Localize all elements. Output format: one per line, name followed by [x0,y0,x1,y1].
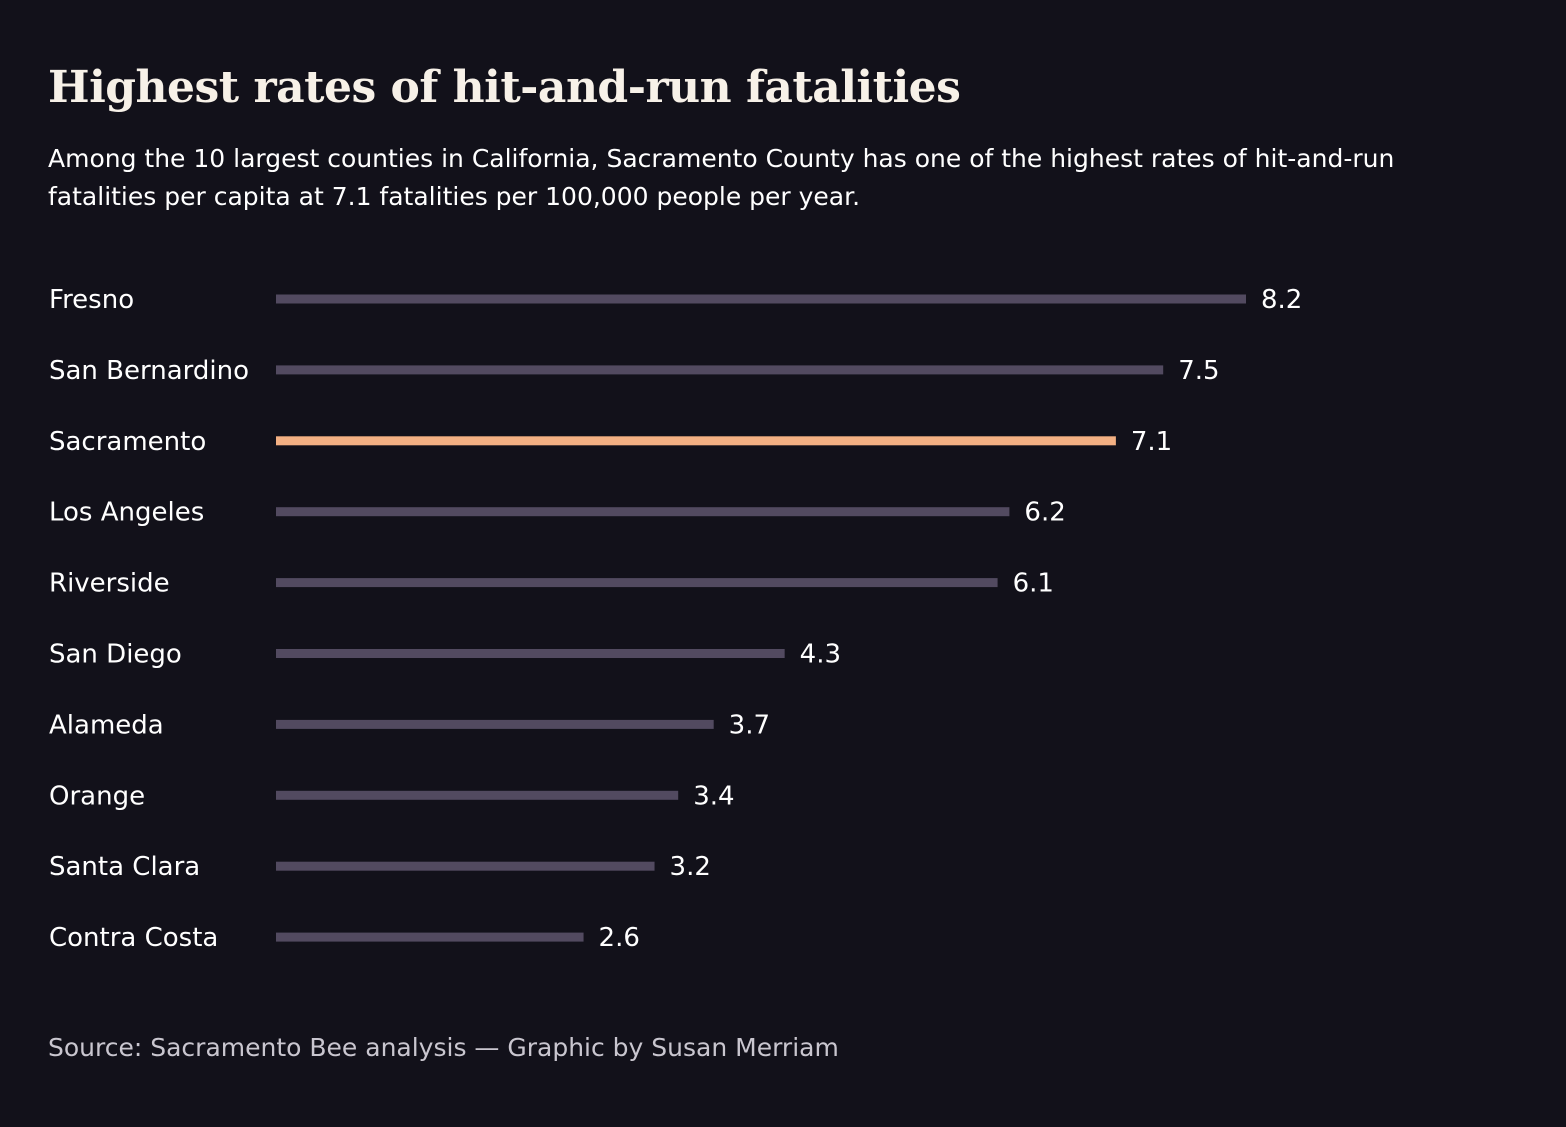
value-label: 2.6 [599,923,640,953]
bar-row: Contra Costa 2.6 [49,923,640,953]
bar [276,507,1010,517]
bar-row: San Bernardino 7.5 [49,356,1220,386]
bar [276,365,1164,375]
category-label: San Diego [49,640,182,670]
bar [276,578,998,588]
source-note: Source: Sacramento Bee analysis — Graphi… [48,1033,839,1062]
chart-subtitle: Among the 10 largest counties in Califor… [48,144,1395,211]
value-label: 7.5 [1178,356,1219,386]
category-label: Contra Costa [49,923,218,953]
bar-row: Orange 3.4 [49,781,735,811]
value-label: 3.2 [670,852,711,882]
bar-highlight [276,436,1116,446]
category-label: Fresno [49,285,134,315]
category-label: Riverside [49,569,170,599]
bar [276,719,714,729]
bar [276,790,679,800]
value-label: 8.2 [1261,285,1302,315]
bar-row: Alameda 3.7 [49,710,770,740]
category-label: San Bernardino [49,356,249,386]
bar-row: Santa Clara 3.2 [49,852,711,882]
bar-row: Sacramento 7.1 [49,427,1172,457]
bar-row: Riverside 6.1 [49,569,1054,599]
value-label: 4.3 [800,640,841,670]
bar [276,932,584,942]
value-label: 6.1 [1013,569,1054,599]
category-label: Orange [49,781,145,811]
category-label: Alameda [49,710,164,740]
bar-row: San Diego 4.3 [49,640,841,670]
category-label: Los Angeles [49,498,204,528]
bar-row: Los Angeles 6.2 [49,498,1066,528]
value-label: 7.1 [1131,427,1172,457]
bar [276,649,785,658]
category-label: Sacramento [49,427,206,457]
category-label: Santa Clara [49,852,200,882]
bar [276,294,1246,304]
chart-title: Highest rates of hit-and-run fatalities [48,62,961,113]
bar-row: Fresno 8.2 [49,285,1302,315]
value-label: 3.4 [693,781,734,811]
value-label: 6.2 [1024,498,1065,528]
bar [276,861,655,871]
value-label: 3.7 [729,710,770,740]
